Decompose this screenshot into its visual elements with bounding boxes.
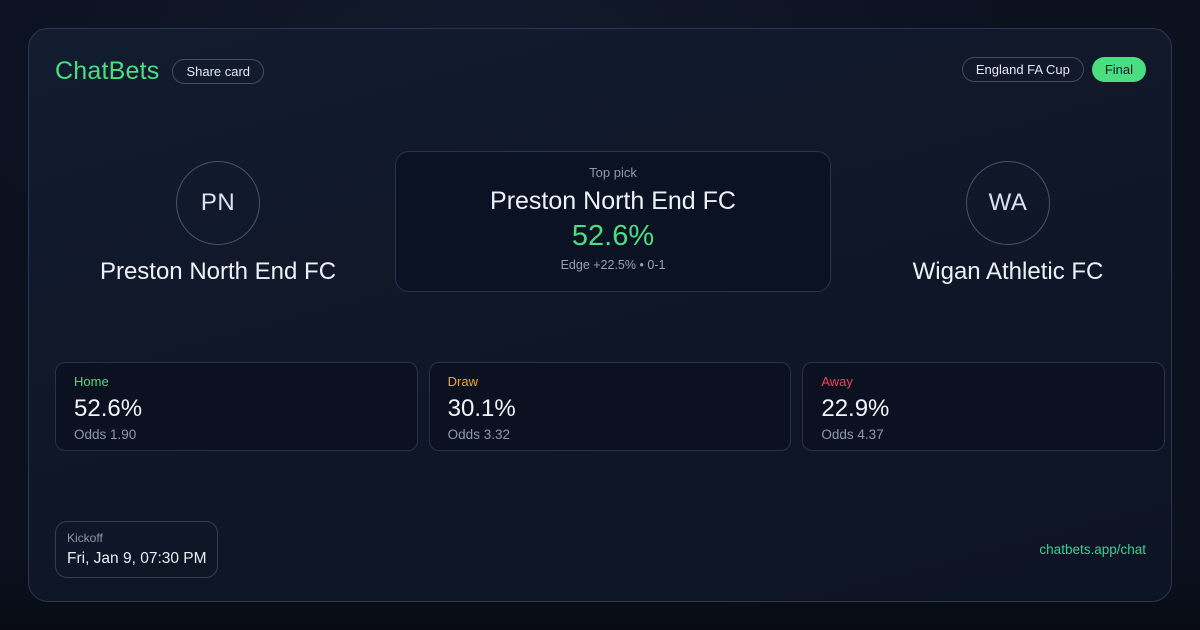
league-badge: England FA Cup	[961, 57, 1084, 82]
home-team-avatar: PN	[176, 161, 260, 245]
kickoff-label: Kickoff	[67, 531, 103, 545]
home-team: PN Preston North End FC	[78, 161, 358, 286]
away-team: WA Wigan Athletic FC	[868, 161, 1148, 286]
kickoff-box: Kickoff Fri, Jan 9, 07:30 PM	[55, 521, 218, 578]
top-pick-label: Top pick	[589, 165, 637, 180]
market-away-label: Away	[821, 374, 853, 389]
header-left: ChatBets Share card	[55, 57, 265, 86]
top-pick-edge-note: Edge +22.5% • 0-1	[560, 258, 666, 272]
market-home[interactable]: Home 52.6% Odds 1.90	[55, 362, 418, 451]
market-away[interactable]: Away 22.9% Odds 4.37	[802, 362, 1166, 451]
status-badge: Final	[1091, 57, 1146, 82]
home-team-name: Preston North End FC	[99, 258, 337, 285]
top-pick-team-name: Preston North End FC	[490, 187, 736, 215]
market-home-label: Home	[74, 374, 109, 389]
brand-title: ChatBets	[55, 57, 160, 85]
market-away-probability: 22.9%	[821, 395, 890, 422]
share-card-button[interactable]: Share card	[172, 59, 265, 84]
home-team-initials: PN	[200, 189, 236, 216]
market-draw-label: Draw	[447, 374, 479, 389]
top-pick-card: Top pick Preston North End FC 52.6% Edge…	[395, 151, 831, 292]
bet-share-card: ChatBets Share card England FA Cup Final…	[28, 28, 1172, 602]
top-pick-probability: 52.6%	[571, 220, 655, 252]
header-right: England FA Cup Final	[961, 57, 1146, 82]
away-team-name: Wigan Athletic FC	[912, 258, 1104, 285]
kickoff-datetime: Fri, Jan 9, 07:30 PM	[67, 550, 207, 567]
away-team-avatar: WA	[966, 161, 1050, 245]
market-draw[interactable]: Draw 30.1% Odds 3.32	[428, 362, 792, 451]
market-home-odds: Odds 1.90	[74, 427, 137, 442]
market-draw-probability: 30.1%	[447, 395, 516, 422]
market-home-probability: 52.6%	[74, 395, 143, 422]
away-team-initials: WA	[988, 189, 1028, 216]
market-away-odds: Odds 4.37	[821, 427, 884, 442]
site-link[interactable]: chatbets.app/chat	[1039, 542, 1146, 557]
markets-row: Home 52.6% Odds 1.90 Draw 30.1% Odds 3.3…	[55, 362, 1166, 451]
market-draw-odds: Odds 3.32	[447, 427, 510, 442]
